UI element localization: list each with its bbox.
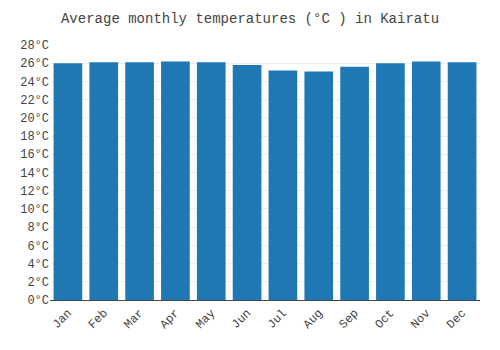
svg-text:10°C: 10°C (20, 203, 49, 217)
svg-text:22°C: 22°C (20, 94, 49, 108)
svg-text:4°C: 4°C (27, 258, 49, 272)
svg-text:Nov: Nov (408, 307, 433, 332)
svg-text:16°C: 16°C (20, 148, 49, 162)
svg-text:Sep: Sep (336, 307, 361, 332)
svg-text:2°C: 2°C (27, 276, 49, 290)
svg-text:20°C: 20°C (20, 112, 49, 126)
svg-text:Dec: Dec (444, 307, 469, 332)
svg-text:Jun: Jun (229, 307, 254, 332)
svg-text:28°C: 28°C (20, 39, 49, 53)
svg-text:May: May (193, 307, 218, 332)
svg-text:26°C: 26°C (20, 57, 49, 71)
svg-text:18°C: 18°C (20, 130, 49, 144)
svg-text:12°C: 12°C (20, 185, 49, 199)
svg-text:Feb: Feb (86, 307, 111, 332)
svg-text:Jul: Jul (265, 307, 290, 332)
svg-text:24°C: 24°C (20, 76, 49, 90)
svg-text:Average monthly temperatures (: Average monthly temperatures (°C ) in Ka… (61, 11, 439, 27)
svg-text:Oct: Oct (372, 307, 397, 332)
svg-text:0°C: 0°C (27, 294, 49, 308)
svg-text:Apr: Apr (157, 307, 182, 332)
svg-text:6°C: 6°C (27, 240, 49, 254)
svg-text:8°C: 8°C (27, 221, 49, 235)
svg-text:Mar: Mar (121, 307, 146, 332)
svg-text:Jan: Jan (50, 307, 75, 332)
svg-text:Aug: Aug (301, 307, 326, 332)
svg-text:14°C: 14°C (20, 167, 49, 181)
